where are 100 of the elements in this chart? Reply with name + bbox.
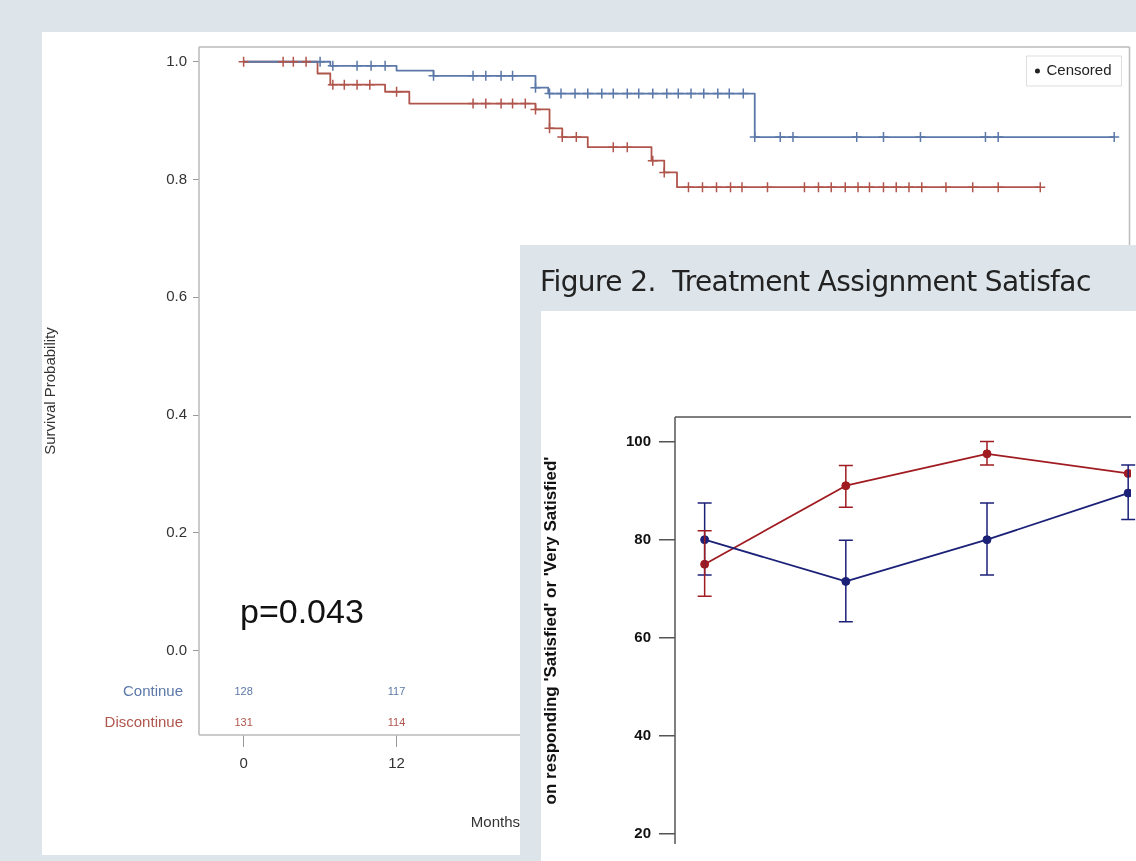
point — [736, 181, 748, 193]
point — [863, 181, 876, 193]
annotation: Censored — [1046, 61, 1112, 79]
point — [877, 131, 890, 143]
point — [700, 559, 710, 569]
point — [390, 86, 403, 98]
y-tick-label: 0.2 — [166, 523, 187, 541]
point — [647, 87, 659, 100]
annotation: p=0.043 — [240, 591, 364, 630]
point — [850, 131, 863, 143]
point — [914, 131, 927, 143]
point — [506, 70, 519, 82]
point — [685, 87, 697, 100]
point — [787, 131, 799, 143]
y-tick-label: 20 — [634, 824, 651, 842]
y-tick-label: 1.0 — [166, 51, 187, 69]
point — [966, 181, 979, 193]
point — [633, 87, 645, 100]
point — [543, 87, 556, 100]
y-tick-label: 80 — [634, 529, 651, 547]
point — [903, 181, 915, 193]
point — [696, 181, 709, 193]
point — [839, 181, 851, 193]
point — [519, 97, 532, 110]
point — [495, 97, 507, 110]
point — [607, 87, 620, 100]
chart-title: Figure 2. Treatment Assignment Satisfac — [540, 265, 1091, 298]
point — [723, 87, 736, 100]
point — [607, 141, 620, 153]
point — [327, 78, 339, 91]
point — [529, 103, 542, 116]
y-tick-label: 0.8 — [166, 169, 187, 187]
point — [1108, 131, 1120, 143]
point — [300, 55, 312, 68]
point — [327, 60, 339, 72]
y-tick-label: 60 — [634, 628, 651, 645]
point — [569, 87, 581, 100]
y-tick-label: 100 — [625, 431, 651, 449]
point — [529, 81, 542, 94]
point — [774, 131, 786, 143]
point — [710, 181, 723, 193]
point — [467, 97, 479, 110]
point — [852, 181, 864, 193]
point — [825, 181, 837, 193]
point — [672, 87, 685, 100]
point — [314, 55, 326, 68]
point — [737, 87, 750, 100]
annotation: 131 — [234, 715, 253, 728]
point — [427, 70, 440, 82]
y-tick-label: 0.6 — [166, 287, 187, 305]
point — [647, 154, 659, 167]
point — [277, 55, 289, 68]
point — [992, 181, 1004, 193]
point — [682, 181, 695, 193]
point — [495, 70, 507, 82]
y-tick-label: 0.0 — [166, 640, 187, 658]
point — [351, 78, 363, 91]
x-tick-label: 0 — [239, 754, 248, 772]
point — [621, 141, 634, 153]
point — [338, 78, 351, 91]
point — [287, 55, 300, 68]
point — [365, 60, 377, 72]
point — [543, 122, 556, 135]
point — [877, 181, 890, 193]
point — [724, 181, 737, 193]
point — [812, 181, 825, 193]
y-tick-label: 40 — [634, 726, 651, 744]
point — [915, 181, 928, 193]
y-axis-title: on responding 'Satisfied' or 'Very Satisfied' — [540, 456, 560, 805]
point — [890, 181, 902, 193]
point — [979, 131, 992, 143]
point — [480, 70, 492, 82]
point — [556, 131, 569, 143]
point — [940, 181, 952, 193]
annotation: 114 — [387, 715, 406, 728]
point — [467, 70, 479, 82]
point — [506, 97, 519, 110]
y-tick-label: 0.4 — [166, 405, 187, 423]
point — [480, 97, 492, 110]
point — [658, 166, 670, 179]
point — [761, 181, 774, 193]
point — [582, 87, 594, 100]
point — [351, 60, 363, 72]
x-axis-title: Months — [470, 813, 520, 831]
y-axis-title: Survival Probability — [41, 326, 59, 455]
text: Discontinue — [104, 712, 183, 730]
point — [555, 87, 567, 100]
point — [712, 87, 724, 100]
point — [992, 131, 1004, 143]
x-tick-label: 12 — [388, 754, 405, 772]
point — [798, 181, 811, 193]
point — [621, 87, 634, 100]
point — [698, 87, 710, 100]
point — [237, 55, 250, 68]
annotation: 117 — [387, 684, 406, 697]
annotation: 128 — [234, 684, 253, 697]
point — [379, 60, 391, 72]
text: Continue — [122, 681, 183, 699]
point — [364, 78, 376, 91]
point — [570, 131, 583, 143]
